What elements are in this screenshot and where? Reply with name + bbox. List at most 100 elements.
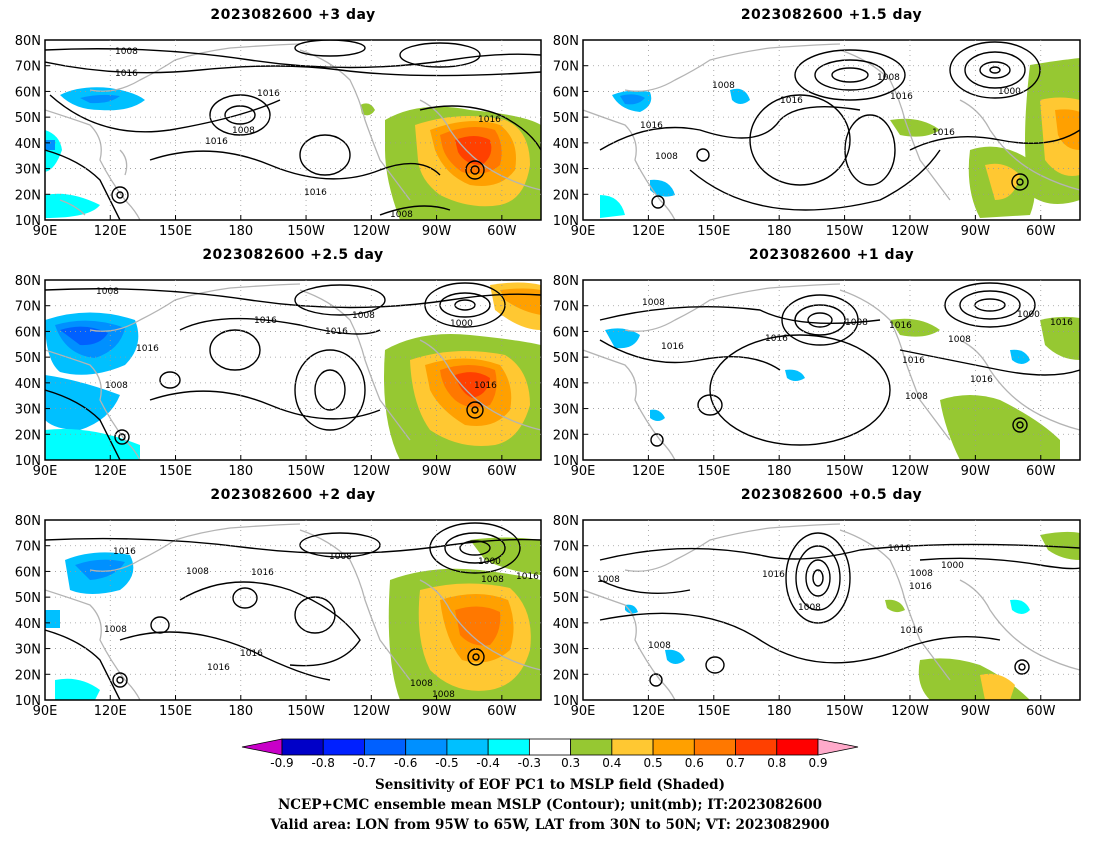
sensitivity-shading [600,58,1080,218]
lon-tick-label: 60W [1026,704,1056,719]
lon-tick-label: 120W [891,464,929,479]
contour-label: 1016 [780,96,803,106]
contour-label: 1008 [712,81,735,91]
lon-tick-label: 150E [697,704,730,719]
panel-frame [582,519,1081,701]
panel-title: 2023082600 +2 day [210,487,376,503]
lon-tick-label: 120W [352,704,390,719]
lon-tick-label: 90W [961,464,991,479]
contour-label: 1016 [478,115,501,125]
lat-tick-label: 60N [553,85,579,100]
lon-tick-label: 90W [422,704,452,719]
contour-label: 1008 [105,381,128,391]
lat-tick-label: 70N [15,300,41,315]
lat-tick-label: 40N [553,377,579,392]
colorbar-swatch [611,738,654,756]
panel-frame [44,39,542,221]
contour-label: 1016 [254,316,277,326]
contour-label: 1008 [186,567,209,577]
lat-tick-label: 50N [15,351,41,366]
lon-tick-label: 120W [352,224,390,239]
lon-tick-label: 120W [891,224,929,239]
contour-label: 1016 [474,381,497,391]
lon-tick-label: 60W [1026,224,1056,239]
colorbar-swatch [776,738,819,756]
lat-tick-label: 50N [553,111,579,126]
panel-title: 2023082600 +2.5 day [202,247,384,263]
colorbar-tick-label: 0.6 [684,756,704,770]
contour-label: 1016 [257,89,280,99]
contour-label: 1008 [432,690,455,700]
contour-label: 1008 [910,569,933,579]
lon-tick-label: 90W [961,704,991,719]
contour-label: 1016 [900,626,923,636]
colorbar-swatch [693,738,736,756]
colorbar-tick-label: -0.9 [270,756,294,770]
contour-label: 1008 [481,575,504,585]
lat-tick-label: 60N [15,325,41,340]
contour-label: 1008 [845,318,868,328]
lon-tick-label: 120W [891,704,929,719]
lon-tick-label: 120E [632,704,665,719]
lon-tick-label: 120E [94,464,127,479]
lat-tick-label: 60N [553,325,579,340]
lon-tick-label: 180 [767,704,792,719]
lon-tick-label: 180 [228,464,253,479]
lat-tick-label: 20N [15,668,41,683]
lat-tick-label: 20N [553,188,579,203]
lon-tick-label: 150E [159,464,192,479]
lat-tick-label: 50N [15,591,41,606]
lon-tick-label: 120E [94,224,127,239]
contour-label: 1008 [115,47,138,57]
lat-tick-label: 80N [553,514,579,529]
sensitivity-shading [45,537,541,700]
lat-tick-label: 10N [553,694,579,709]
panel-frame [44,519,542,701]
contour-label: 1008 [655,152,678,162]
contour-label: 1008 [410,679,433,689]
lon-tick-label: 150E [159,704,192,719]
lon-tick-label: 90W [961,224,991,239]
contour-label: 1000 [450,319,473,329]
lat-tick-label: 10N [15,454,41,469]
contour-label: 1016 [661,342,684,352]
lat-tick-label: 70N [15,60,41,75]
panel-title: 2023082600 +1 day [748,247,915,263]
contour-label-group: 1008 1016 1016 1008 1016 1016 1016 1008 [115,47,501,220]
lon-tick-label: 150W [287,704,325,719]
mslp-contours [45,40,541,220]
contour-label: 1008 [905,392,928,402]
panel-plus0p5day: 1008 1016 1008 1016 1000 1008 1016 1016 … [582,519,1081,701]
contour-label: 1000 [478,557,501,567]
contour-label: 1008 [390,210,413,220]
contour-label: 1008 [104,625,127,635]
panel-plus1p5day: 1008 1016 1008 1016 1000 1016 1016 1008 [582,39,1081,221]
lon-tick-label: 150W [287,464,325,479]
mslp-contours [599,532,1080,687]
colorbar-tick-label: -0.4 [476,756,500,770]
contour-label: 1008 [232,126,255,136]
contour-label: 1008 [352,311,375,321]
contour-label: 1016 [207,663,230,673]
lat-tick-label: 20N [15,428,41,443]
contour-label: 1008 [597,575,620,585]
contour-label: 1016 [325,327,348,337]
colorbar-tick-label: -0.8 [311,756,335,770]
lat-tick-label: 30N [553,643,579,658]
panel-plus2day: 1016 1008 1016 1008 1016 1016 1008 1000 … [44,519,542,701]
contour-label-group: 1016 1008 1016 1008 1016 1016 1008 1000 … [104,547,539,700]
colorbar-swatch [652,738,695,756]
lat-tick-label: 70N [553,300,579,315]
colorbar-max-triangle [817,738,859,756]
lon-tick-label: 90E [33,224,58,239]
colorbar-tick-label: 0.5 [643,756,663,770]
lon-tick-label: 90E [33,464,58,479]
caption-line-3: Valid area: LON from 95W to 65W, LAT fro… [270,817,830,833]
contour-label: 1016 [205,137,228,147]
lat-tick-label: 30N [553,163,579,178]
lat-tick-label: 20N [15,188,41,203]
lon-tick-label: 150E [697,464,730,479]
lon-tick-label: 150W [287,224,325,239]
lon-tick-label: 90E [571,704,596,719]
lat-tick-label: 80N [15,34,41,49]
